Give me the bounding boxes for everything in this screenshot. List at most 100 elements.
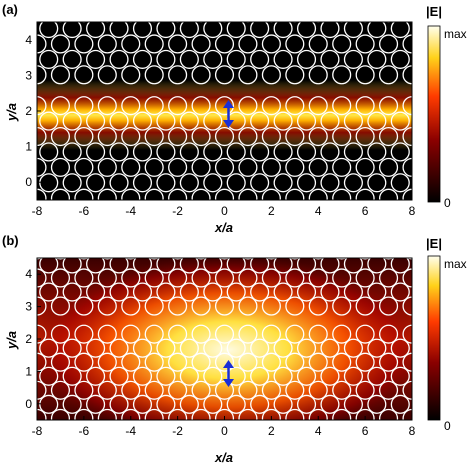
lattice-hole bbox=[261, 65, 281, 85]
x-tick-label: 4 bbox=[315, 424, 322, 438]
lattice-hole bbox=[74, 96, 94, 116]
lattice-hole bbox=[296, 49, 317, 69]
lattice-hole bbox=[239, 438, 257, 456]
lattice-hole bbox=[62, 22, 82, 39]
lattice-hole bbox=[86, 258, 106, 274]
lattice-hole bbox=[86, 282, 106, 302]
lattice-hole bbox=[132, 142, 153, 162]
lattice-hole bbox=[250, 366, 270, 386]
lattice-hole bbox=[191, 188, 211, 200]
lattice-hole bbox=[320, 49, 340, 69]
lattice-hole bbox=[144, 296, 164, 316]
lattice-hole bbox=[308, 380, 328, 400]
lattice-hole bbox=[37, 22, 41, 23]
lattice-hole bbox=[74, 408, 94, 420]
lattice-hole bbox=[379, 296, 399, 316]
lattice-hole bbox=[415, 424, 433, 442]
lattice-hole bbox=[37, 188, 47, 200]
x-tick-label: 6 bbox=[362, 424, 369, 438]
lattice-hole bbox=[314, 22, 322, 23]
lattice-hole bbox=[355, 268, 375, 288]
lattice-hole bbox=[343, 366, 363, 386]
lattice-hole bbox=[226, 258, 246, 274]
lattice-hole bbox=[192, 438, 210, 456]
lattice-hole bbox=[121, 352, 141, 372]
lattice-hole bbox=[97, 296, 117, 316]
lattice-hole bbox=[191, 324, 211, 344]
lattice-hole bbox=[379, 126, 399, 147]
lattice-hole bbox=[214, 352, 235, 372]
panel-a-y-label: y/a bbox=[4, 103, 19, 122]
lattice-hole bbox=[109, 142, 129, 162]
lattice-hole bbox=[168, 126, 188, 147]
lattice-hole bbox=[75, 438, 93, 456]
lattice-hole bbox=[5, 189, 23, 207]
lattice-hole bbox=[261, 296, 281, 316]
lattice-hole bbox=[321, 424, 339, 442]
lattice-hole bbox=[286, 438, 304, 456]
lattice-hole bbox=[192, 220, 210, 238]
lattice-hole bbox=[203, 394, 223, 414]
lattice-hole bbox=[390, 111, 410, 131]
lattice-hole bbox=[74, 296, 94, 316]
lattice-hole bbox=[402, 408, 412, 420]
panel-a: (a) -8 -6 -4 -2 0 2 4 6 8 0 1 2 3 4 x/a y/a |E| max … bbox=[2, 2, 467, 238]
panel-b-holes bbox=[5, 258, 433, 456]
lattice-hole bbox=[214, 296, 235, 316]
y-tick-label: 1 bbox=[25, 364, 32, 378]
lattice-hole bbox=[226, 338, 246, 358]
lattice-hole bbox=[169, 220, 187, 238]
lattice-hole bbox=[379, 34, 399, 54]
lattice-hole bbox=[5, 381, 23, 399]
lattice-hole bbox=[127, 22, 135, 23]
lattice-hole bbox=[309, 438, 327, 456]
lattice-hole bbox=[39, 111, 59, 131]
lattice-hole bbox=[144, 324, 164, 344]
lattice-hole bbox=[52, 438, 70, 456]
lattice-hole bbox=[296, 111, 317, 131]
lattice-hole bbox=[179, 338, 199, 358]
lattice-hole bbox=[285, 126, 305, 147]
lattice-hole bbox=[203, 173, 223, 193]
lattice-hole bbox=[62, 49, 82, 69]
lattice-hole bbox=[379, 96, 399, 116]
lattice-hole bbox=[238, 352, 258, 372]
lattice-hole bbox=[379, 380, 399, 400]
lattice-hole bbox=[238, 296, 258, 316]
lattice-hole bbox=[262, 438, 280, 456]
x-tick-label: 2 bbox=[268, 424, 275, 438]
lattice-hole bbox=[74, 352, 94, 372]
lattice-hole bbox=[343, 338, 363, 358]
lattice-hole bbox=[191, 408, 211, 420]
y-tick-label: 0 bbox=[25, 175, 32, 189]
lattice-hole bbox=[191, 268, 211, 288]
lattice-hole bbox=[343, 111, 363, 131]
lattice-hole bbox=[390, 142, 410, 162]
lattice-hole bbox=[179, 22, 199, 39]
lattice-hole bbox=[191, 380, 211, 400]
lattice-hole bbox=[97, 380, 117, 400]
lattice-hole bbox=[50, 380, 70, 400]
lattice-hole bbox=[367, 142, 387, 162]
lattice-hole bbox=[156, 282, 176, 302]
lattice-hole bbox=[97, 188, 117, 200]
lattice-hole bbox=[408, 22, 412, 23]
lattice-hole bbox=[144, 65, 164, 85]
lattice-hole bbox=[39, 22, 59, 39]
lattice-hole bbox=[168, 268, 188, 288]
lattice-hole bbox=[367, 258, 387, 274]
lattice-hole bbox=[238, 65, 258, 85]
y-tick-label: 2 bbox=[25, 104, 32, 118]
lattice-hole bbox=[39, 366, 59, 386]
lattice-hole bbox=[144, 34, 164, 54]
lattice-hole bbox=[86, 338, 106, 358]
lattice-hole bbox=[62, 142, 82, 162]
lattice-hole bbox=[402, 296, 412, 316]
lattice-hole bbox=[132, 111, 153, 131]
lattice-hole bbox=[98, 438, 116, 456]
lattice-hole bbox=[50, 268, 70, 288]
lattice-hole bbox=[97, 352, 117, 372]
lattice-hole bbox=[191, 96, 211, 116]
lattice-hole bbox=[144, 268, 164, 288]
panel-a-y-ticks: 0 1 2 3 4 bbox=[25, 33, 41, 189]
